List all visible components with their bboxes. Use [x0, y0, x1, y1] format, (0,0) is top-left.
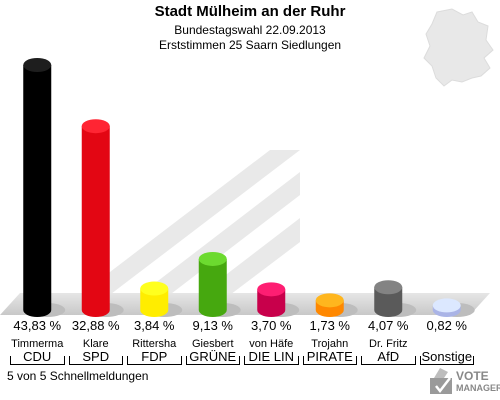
bar-spd — [81, 126, 110, 318]
bar-top — [140, 281, 169, 296]
label-underline — [185, 364, 240, 365]
footer-status: 5 von 5 Schnellmeldungen — [7, 369, 149, 383]
label-underline — [10, 364, 65, 365]
bar-top — [81, 119, 110, 134]
bar-top — [374, 280, 403, 295]
background-stripe — [60, 150, 300, 310]
bar-cdu — [23, 65, 52, 318]
label-underline — [68, 364, 123, 365]
vote-manager-logo: VOTE MANAGER — [428, 366, 500, 396]
germany-map-icon — [423, 8, 494, 87]
data-label: 9,13 % — [192, 318, 233, 333]
label-bracket-tick — [356, 356, 357, 365]
party-label: SPD — [82, 349, 110, 364]
party-label: CDU — [23, 349, 52, 364]
party-label: Sonstige — [421, 349, 473, 364]
party-label: GRÜNE — [189, 349, 237, 364]
data-label: 4,07 % — [368, 318, 409, 333]
chart-title: Stadt Mülheim an der Ruhr — [154, 3, 346, 20]
label-bracket-tick — [185, 356, 187, 365]
bar-fdp — [140, 288, 169, 318]
data-label: 3,84 % — [134, 318, 175, 333]
logo-text-manager: MANAGER — [456, 383, 500, 393]
data-label: 1,73 % — [309, 318, 350, 333]
label-bracket-tick — [302, 356, 304, 365]
label-bracket-tick — [244, 356, 245, 365]
bar-top — [23, 58, 52, 72]
label-underline — [361, 364, 416, 365]
party-label: AfD — [377, 349, 400, 364]
candidate-label: Rittersha — [132, 338, 177, 350]
candidate-label: Timmerma — [11, 338, 64, 350]
label-bracket-tick — [239, 356, 240, 365]
candidate-label: von Häfe — [249, 338, 294, 350]
party-label: FDP — [141, 349, 168, 364]
background-stripe — [120, 172, 300, 310]
data-label: 0,82 % — [426, 318, 467, 333]
candidate-label: Giesbert — [191, 338, 234, 350]
chart-subtitle-2: Erststimmen 25 Saarn Siedlungen — [158, 38, 342, 52]
data-label: 32,88 % — [71, 318, 120, 333]
bar-top — [315, 293, 344, 308]
party-label: PIRATE — [306, 349, 353, 364]
label-underline — [419, 364, 474, 365]
data-label: 3,70 % — [251, 318, 292, 333]
bar-top — [257, 282, 286, 297]
label-underline — [302, 364, 357, 365]
label-bracket-tick — [127, 356, 128, 365]
bar-afd — [374, 287, 403, 318]
label-bracket-tick — [10, 356, 11, 365]
label-bracket-tick — [297, 356, 299, 365]
chart-floor — [0, 293, 490, 315]
label-bracket-tick — [63, 356, 65, 365]
bar-gr-ne — [198, 258, 227, 318]
candidate-label: Dr. Fritz — [369, 338, 408, 350]
ballot-box-icon — [430, 368, 452, 394]
label-bracket-tick — [361, 356, 362, 365]
label-bracket-tick — [68, 356, 70, 365]
label-bracket-tick — [419, 356, 421, 365]
bar-top — [432, 298, 461, 313]
data-label: 43,83 % — [13, 318, 62, 333]
bar-die-lin — [257, 289, 286, 318]
label-bracket-tick — [180, 356, 182, 365]
label-bracket-tick — [473, 356, 474, 365]
party-label: DIE LIN — [248, 349, 294, 364]
candidate-label: Trojahn — [311, 338, 349, 350]
logo-text-vote: VOTE — [456, 369, 489, 383]
bar-top — [198, 251, 227, 266]
candidate-label: Klare — [82, 338, 109, 350]
label-bracket-tick — [414, 356, 416, 365]
label-underline — [244, 364, 299, 365]
chart-subtitle: Bundestagswahl 22.09.2013 — [174, 23, 326, 37]
label-underline — [127, 364, 182, 365]
label-bracket-tick — [122, 356, 123, 365]
